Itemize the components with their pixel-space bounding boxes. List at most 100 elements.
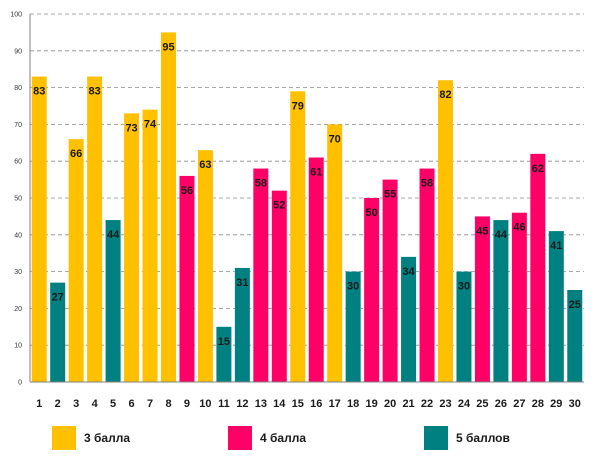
data-label: 25 [569,299,581,311]
data-label: 52 [273,200,285,212]
bar [161,32,176,383]
legend-swatch [228,426,252,450]
x-tick-label: 17 [329,398,341,410]
bar [548,231,564,382]
legend-item-4-points: 4 балла [228,426,306,450]
y-tick-label: 0 [18,380,22,387]
y-tick-label: 20 [14,306,22,313]
data-label: 44 [495,229,508,241]
x-tick-label: 30 [569,398,581,410]
data-label: 95 [162,41,174,53]
bar [105,220,121,382]
data-label: 56 [181,185,193,197]
data-label: 15 [218,336,230,348]
bar [419,168,435,382]
data-label: 61 [310,167,322,179]
bar [290,91,306,382]
x-tick-label: 7 [147,398,153,410]
y-tick-label: 50 [14,196,22,203]
bar [68,139,84,382]
bar [50,282,66,382]
x-tick-label: 24 [458,398,471,410]
x-tick-label: 20 [384,398,396,410]
data-label: 73 [125,122,137,134]
data-label: 74 [144,119,157,131]
data-label: 27 [52,292,64,304]
y-tick-label: 80 [14,85,22,92]
data-label: 82 [439,89,451,101]
bar [345,271,361,382]
x-tick-label: 22 [421,398,433,410]
bar [197,150,213,382]
bar [567,290,583,382]
legend-item-5-points: 5 баллов [424,426,510,450]
x-tick-label: 25 [476,398,488,410]
x-tick-label: 1 [36,398,42,410]
x-tick-label: 15 [292,398,304,410]
data-label: 62 [532,163,544,175]
bar [179,175,195,382]
x-tick-label: 16 [310,398,322,410]
data-label: 63 [199,159,211,171]
data-labels: 83 27 66 83 44 73 74 95 56 63 15 31 58 52 79 61 70 30 50 55… [33,41,581,347]
x-tick-label: 6 [129,398,135,410]
bar [438,80,453,383]
x-tick-label: 13 [255,398,267,410]
bar [364,198,380,382]
bar [271,190,287,382]
bar [493,220,509,382]
data-label: 83 [33,86,45,98]
gridlines [30,13,584,346]
legend-swatch [424,426,448,450]
x-axis: 1 2 3 4 5 6 7 8 9 10 11 12 13 14 15 16 17 18 19 20 21 22 23 24 2… [30,381,584,410]
legend-swatch [52,426,76,450]
data-label: 30 [458,281,470,293]
legend-item-3-points: 3 балла [52,426,130,450]
bar [474,216,490,382]
data-label: 34 [402,266,415,278]
x-tick-label: 9 [184,398,190,410]
data-label: 44 [107,229,120,241]
legend-label: 4 балла [260,431,307,445]
data-label: 45 [476,225,488,237]
x-tick-label: 4 [92,398,99,410]
bar [382,179,398,382]
x-tick-label: 10 [199,398,211,410]
data-label: 46 [513,222,525,234]
x-tick-label: 26 [495,398,507,410]
x-tick-label: 8 [165,398,171,410]
bar [142,109,158,383]
x-tick-label: 12 [236,398,248,410]
bar [456,271,472,382]
data-label: 70 [329,133,341,145]
y-tick-label: 10 [14,343,22,350]
x-tick-label: 5 [110,398,116,410]
data-label: 58 [255,178,267,190]
legend-label: 5 баллов [456,431,510,445]
data-label: 50 [366,207,378,219]
data-label: 83 [89,86,101,98]
x-tick-label: 18 [347,398,359,410]
x-tick-label: 23 [439,398,451,410]
bar [216,326,232,382]
y-tick-label: 70 [14,122,22,129]
data-label: 58 [421,178,433,190]
y-tick-label: 60 [14,159,22,166]
bar [308,157,324,382]
bars [31,32,583,383]
bar [401,256,417,382]
data-label: 66 [70,148,82,160]
bar [124,113,140,383]
bar [327,124,343,383]
y-tick-label: 90 [14,48,22,55]
bar [253,168,269,382]
y-tick-label: 100 [10,12,22,19]
data-label: 31 [236,277,248,289]
data-label: 55 [384,189,396,201]
x-tick-label: 27 [513,398,525,410]
bar [87,76,103,382]
bar [31,76,47,382]
x-tick-label: 29 [550,398,562,410]
x-tick-label: 3 [73,398,79,410]
